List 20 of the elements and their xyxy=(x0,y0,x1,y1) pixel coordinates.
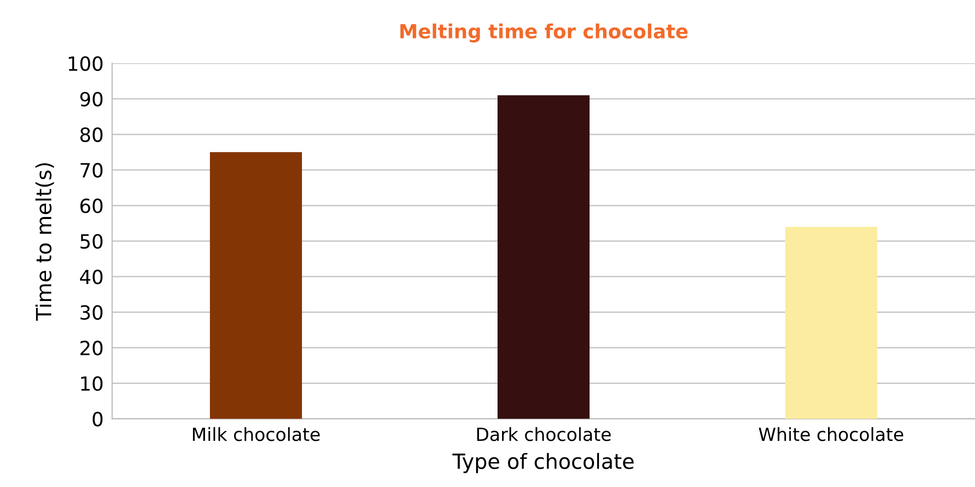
bar xyxy=(498,95,590,419)
y-tick-label: 70 xyxy=(80,162,102,178)
y-tick-label: 40 xyxy=(80,270,102,284)
y-tick-label: 80 xyxy=(80,127,102,142)
bar xyxy=(785,226,878,419)
y-tick-label: 30 xyxy=(80,305,102,320)
x-tick-label: White chocolate xyxy=(758,427,904,442)
y-axis-title: Time to melt(s) xyxy=(35,163,54,321)
x-axis-title: Type of chocolate xyxy=(452,452,634,474)
y-tick-label: 10 xyxy=(81,376,102,391)
y-tick-label: 60 xyxy=(80,198,102,214)
y-tick-label: 50 xyxy=(80,234,102,249)
y-tick-label: 100 xyxy=(68,56,102,71)
x-tick-label: Dark chocolate xyxy=(477,427,611,442)
y-tick-label: 90 xyxy=(80,92,102,107)
chart-title: Melting time for chocolate xyxy=(400,24,688,43)
x-tick-label: Milk chocolate xyxy=(192,427,320,442)
y-tick-label: 0 xyxy=(92,412,102,426)
y-tick-label: 20 xyxy=(80,340,102,356)
bar xyxy=(210,152,302,419)
